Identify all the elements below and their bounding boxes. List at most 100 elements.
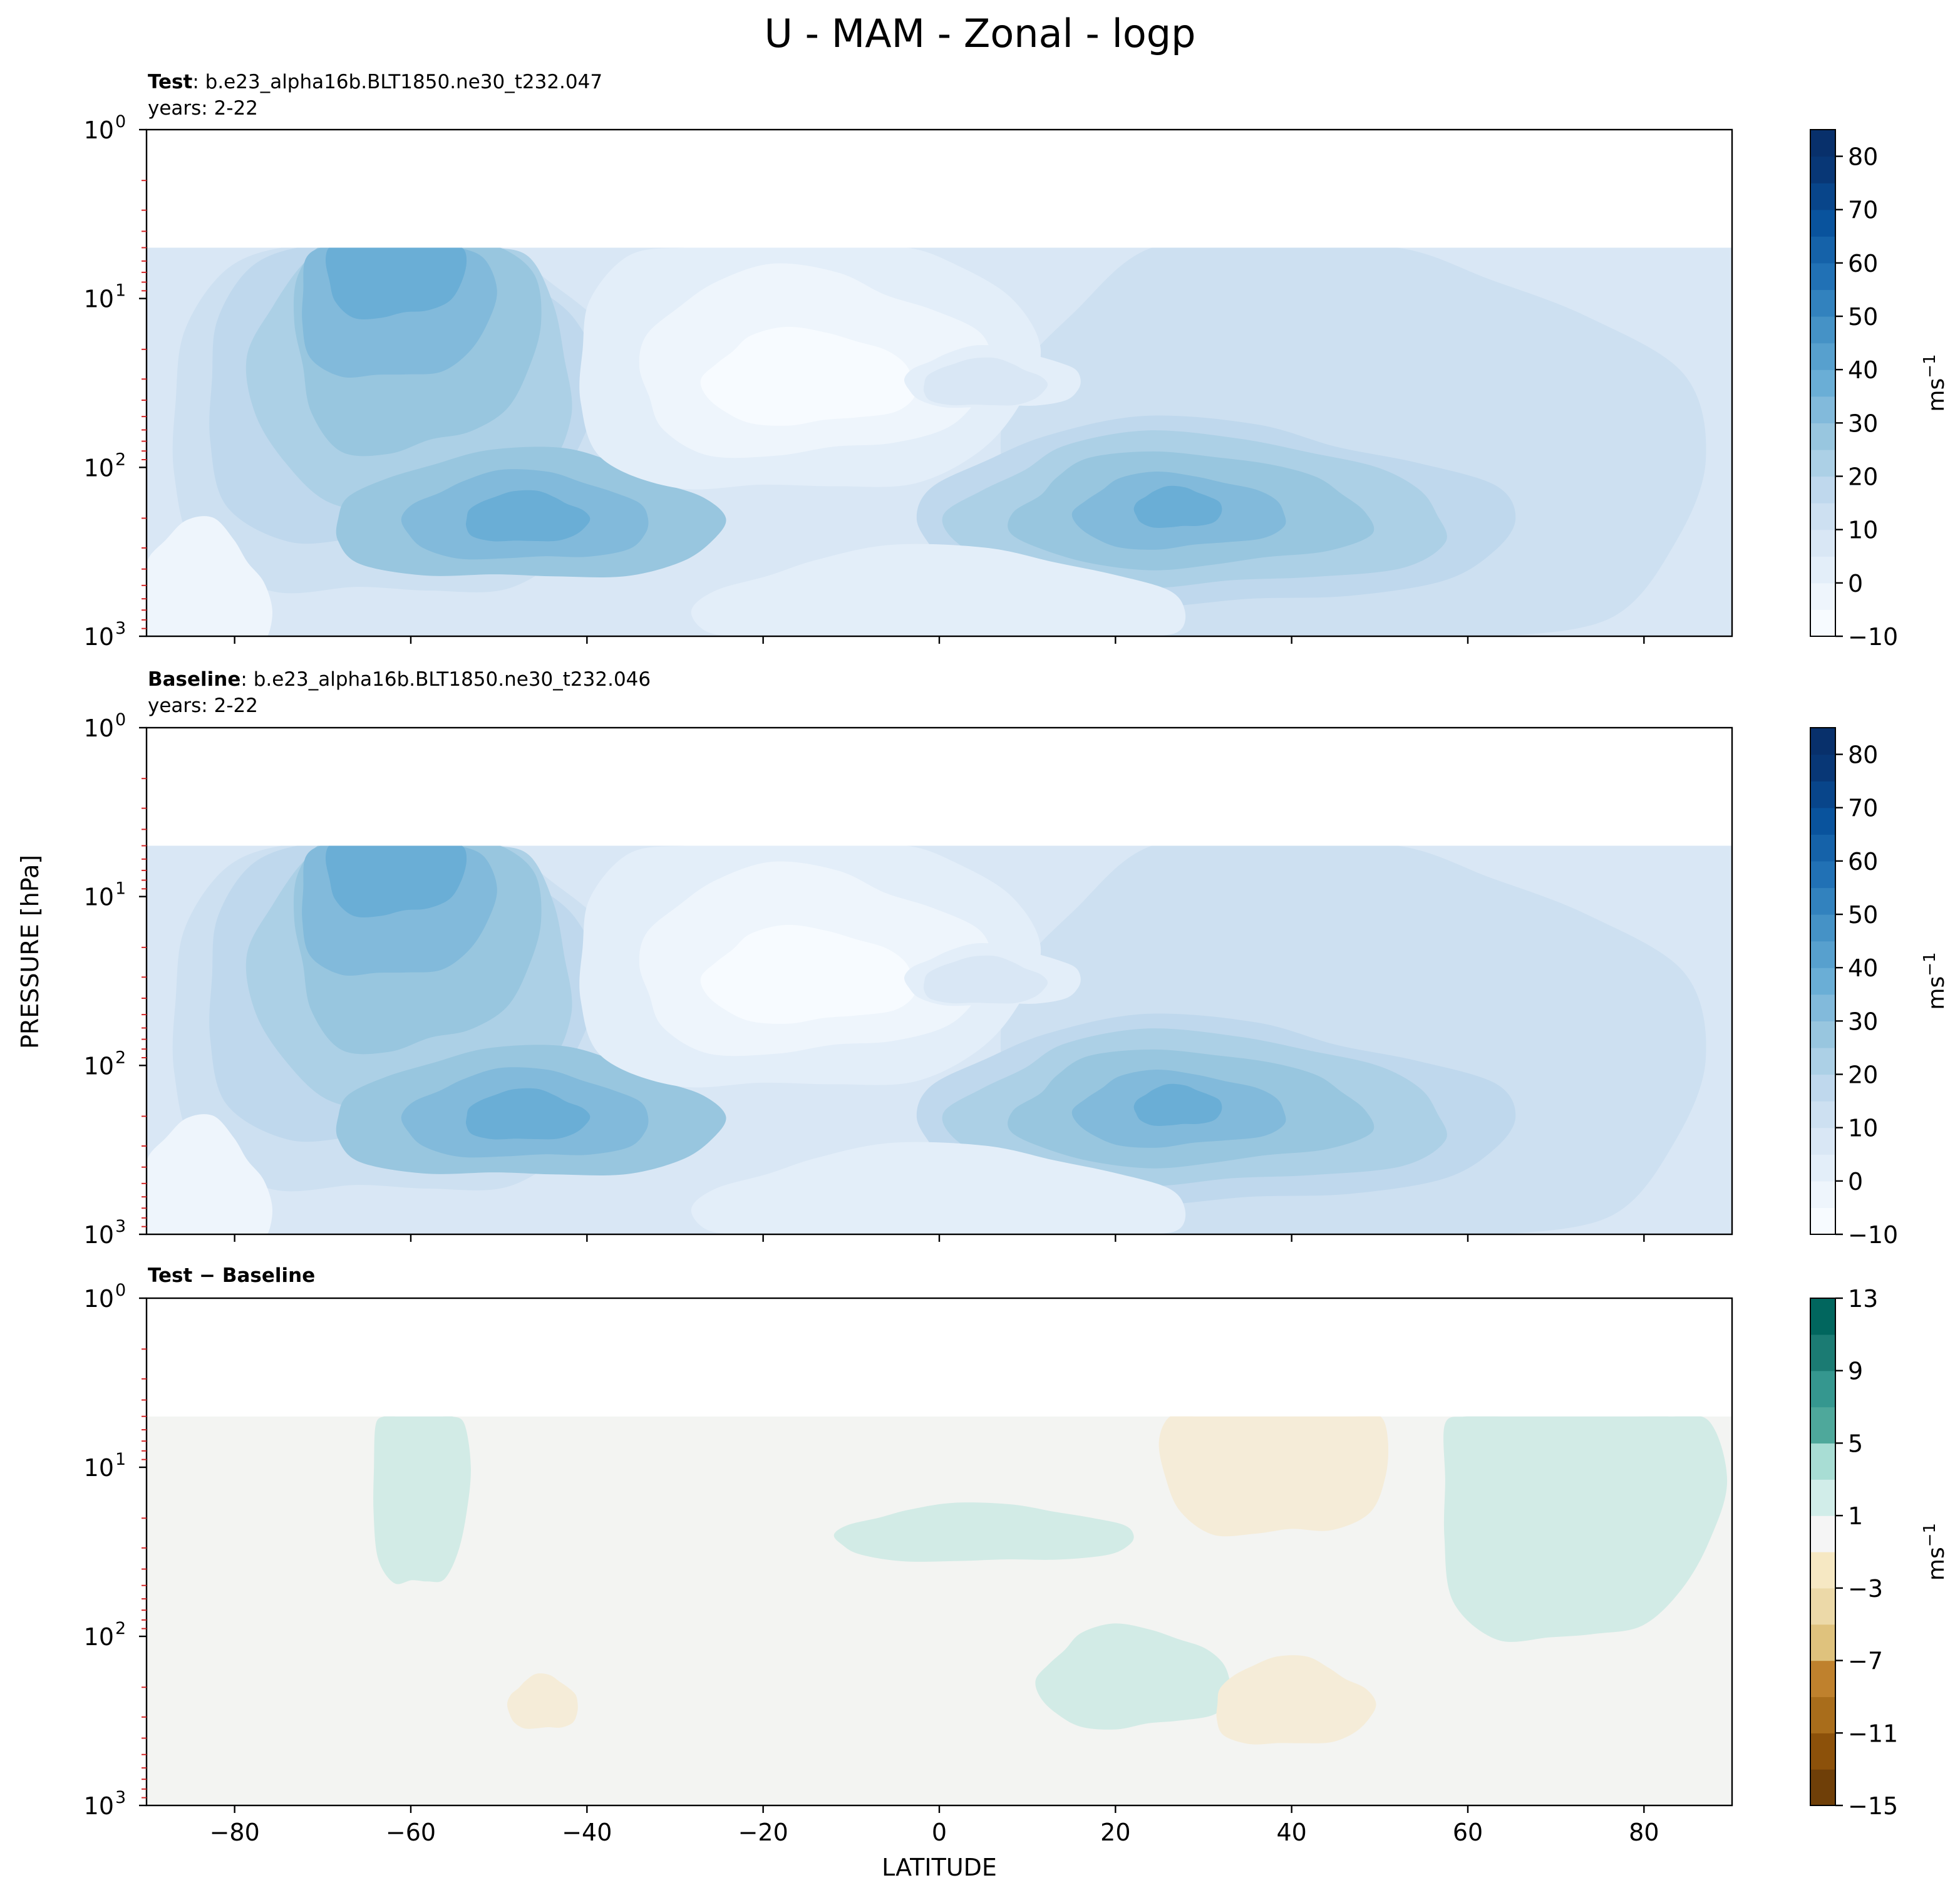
contour-level xyxy=(691,1142,1186,1234)
colorbar-tick-label: −15 xyxy=(1848,1792,1898,1820)
y-tick-label: 10 xyxy=(84,1052,114,1080)
colorbar-tick-label: 9 xyxy=(1848,1358,1863,1385)
x-tick-label: 80 xyxy=(1629,1819,1659,1846)
colorbar-segment xyxy=(1810,1154,1835,1182)
colorbar-segment xyxy=(1810,476,1835,503)
colorbar-segment xyxy=(1810,529,1835,557)
colorbar-segment xyxy=(1810,1624,1835,1661)
colorbar-segment xyxy=(1810,968,1835,995)
colorbar-segment xyxy=(1810,887,1835,915)
y-tick-label: 10 xyxy=(84,623,114,651)
colorbar-segment xyxy=(1810,1769,1835,1806)
contour-level xyxy=(147,1114,272,1234)
y-tick-exponent: 3 xyxy=(115,1788,126,1807)
colorbar-tick-label: 60 xyxy=(1848,848,1878,875)
colorbar-label-exponent: −1 xyxy=(1921,354,1939,378)
y-tick-exponent: 3 xyxy=(115,619,126,638)
colorbar-label-exponent: −1 xyxy=(1921,952,1939,976)
colorbar-segment xyxy=(1810,316,1835,344)
colorbar-segment xyxy=(1810,994,1835,1021)
colorbar-segment xyxy=(1810,1588,1835,1625)
colorbar-segment xyxy=(1810,1074,1835,1102)
contour-field xyxy=(147,845,1732,1234)
x-tick-label: −20 xyxy=(738,1819,788,1846)
panel-separator: : xyxy=(192,71,199,93)
colorbar-segment xyxy=(1810,396,1835,423)
contour-level xyxy=(373,1416,471,1584)
colorbar-tick-label: 80 xyxy=(1848,741,1878,769)
colorbar-tick-label: −10 xyxy=(1848,623,1898,651)
colorbar-segment xyxy=(1810,423,1835,450)
colorbar-segment xyxy=(1810,236,1835,264)
colorbar-segment xyxy=(1810,1696,1835,1733)
colorbar-tick-label: 10 xyxy=(1848,1115,1878,1142)
colorbar-tick-label: −7 xyxy=(1848,1648,1883,1675)
panel-label: Test − Baseline xyxy=(148,1264,316,1287)
contour-level xyxy=(1133,485,1222,528)
contour-level xyxy=(1443,1416,1728,1642)
colorbar-segment xyxy=(1810,1298,1835,1335)
colorbar-tick-label: 5 xyxy=(1848,1430,1863,1457)
colorbar-tick-label: 10 xyxy=(1848,517,1878,544)
colorbar-tick-label: 20 xyxy=(1848,463,1878,491)
colorbar-label-exponent: −1 xyxy=(1921,1523,1939,1547)
contour-level xyxy=(147,516,272,637)
y-tick-label: 10 xyxy=(84,1221,114,1249)
colorbar-segment xyxy=(1810,1443,1835,1480)
colorbar-tick-label: 1 xyxy=(1848,1502,1863,1530)
colorbar-segment xyxy=(1810,807,1835,835)
colorbar-segment xyxy=(1810,156,1835,183)
panel-title-baseline: Baseline: b.e23_alpha16b.BLT1850.ne30_t2… xyxy=(148,666,651,719)
y-tick-exponent: 1 xyxy=(115,879,126,899)
colorbar-segment xyxy=(1810,1733,1835,1770)
y-tick-exponent: 0 xyxy=(115,710,126,730)
colorbar-segment xyxy=(1810,754,1835,782)
y-tick-exponent: 2 xyxy=(115,450,126,469)
x-tick-label: 60 xyxy=(1453,1819,1483,1846)
y-tick-exponent: 2 xyxy=(115,1619,126,1638)
colorbar-tick-label: 50 xyxy=(1848,303,1878,331)
contour-level xyxy=(700,326,916,426)
colorbar-segment xyxy=(1810,183,1835,210)
contour-field xyxy=(147,1416,1732,1805)
colorbar-segment xyxy=(1810,369,1835,397)
colorbar-segment xyxy=(1810,1207,1835,1235)
colorbar-tick-label: 30 xyxy=(1848,410,1878,437)
contour-level xyxy=(691,544,1186,637)
colorbar-segment xyxy=(1810,1334,1835,1371)
colorbar-tick-label: 40 xyxy=(1848,954,1878,982)
panel-title-test: Test: b.e23_alpha16b.BLT1850.ne30_t232.0… xyxy=(148,69,602,121)
colorbar-tick-label: −3 xyxy=(1848,1575,1883,1603)
colorbar-tick-label: 80 xyxy=(1848,143,1878,171)
contour-level xyxy=(700,924,916,1024)
colorbar-segment xyxy=(1810,503,1835,530)
colorbar-segment xyxy=(1810,1370,1835,1408)
colorbar-segment xyxy=(1810,781,1835,808)
y-tick-exponent: 2 xyxy=(115,1048,126,1067)
x-tick-label: 0 xyxy=(932,1819,947,1846)
y-tick-exponent: 1 xyxy=(115,281,126,301)
y-tick-label: 10 xyxy=(84,286,114,313)
y-tick-label: 10 xyxy=(84,1285,114,1313)
y-tick-label: 10 xyxy=(84,884,114,911)
panel-label: Baseline xyxy=(148,668,241,691)
colorbar-segment xyxy=(1810,728,1835,755)
colorbar-tick-label: 0 xyxy=(1848,570,1863,597)
colorbar-tick-label: 20 xyxy=(1848,1061,1878,1089)
colorbar-segment xyxy=(1810,914,1835,942)
colorbar-tick-label: 70 xyxy=(1848,795,1878,822)
y-tick-exponent: 0 xyxy=(115,1281,126,1300)
contour-level xyxy=(1216,1655,1376,1745)
x-axis-label: LATITUDE xyxy=(882,1854,997,1881)
y-tick-exponent: 0 xyxy=(115,112,126,132)
contour-level xyxy=(923,955,1048,1004)
colorbar-segment xyxy=(1810,343,1835,370)
y-tick-label: 10 xyxy=(84,715,114,742)
colorbar-segment xyxy=(1810,1047,1835,1075)
y-tick-label: 10 xyxy=(84,1623,114,1651)
colorbar-segment xyxy=(1810,1021,1835,1048)
colorbar-frame xyxy=(1810,1298,1836,1806)
colorbar-tick-label: −10 xyxy=(1848,1221,1898,1249)
panel-years: years: 2-22 xyxy=(148,694,258,717)
